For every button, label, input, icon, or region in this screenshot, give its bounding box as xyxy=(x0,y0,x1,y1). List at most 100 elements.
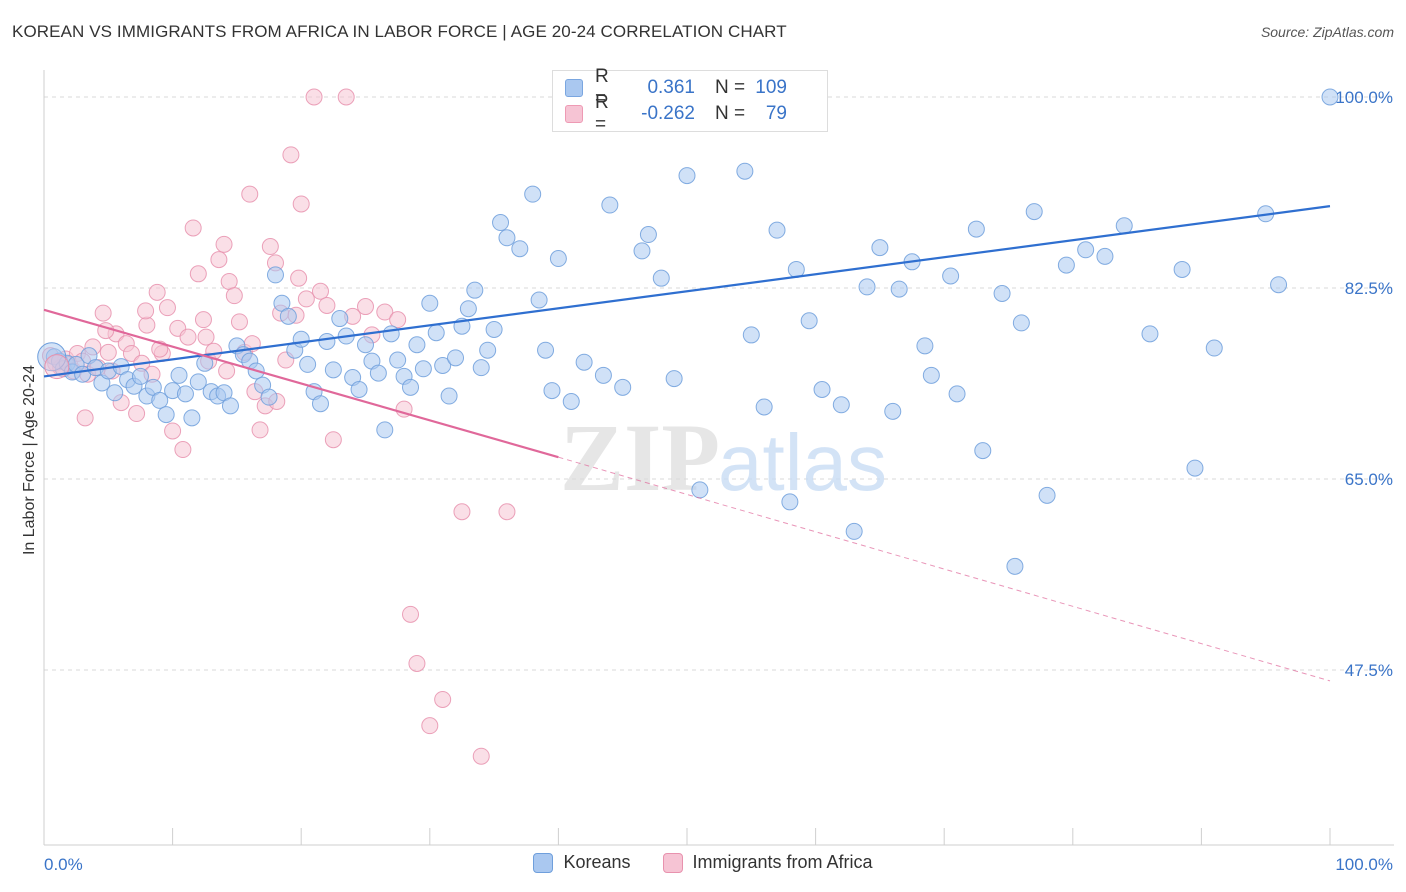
data-point xyxy=(601,196,619,214)
data-point xyxy=(220,272,238,290)
data-point xyxy=(614,378,632,396)
stats-row-africa: R = -0.262 N = 79 xyxy=(565,92,787,135)
data-point xyxy=(447,349,465,367)
data-point xyxy=(421,294,439,312)
data-point xyxy=(176,385,194,403)
legend-label-koreans: Koreans xyxy=(563,852,631,872)
data-point xyxy=(472,747,490,765)
data-point xyxy=(922,366,940,384)
data-point xyxy=(993,284,1011,302)
data-point xyxy=(299,355,317,373)
data-point xyxy=(230,313,248,331)
n-value: 109 xyxy=(755,77,787,98)
data-point xyxy=(225,287,243,305)
data-point xyxy=(389,351,407,369)
chart-title: KOREAN VS IMMIGRANTS FROM AFRICA IN LABO… xyxy=(12,22,787,41)
data-point xyxy=(324,431,342,449)
data-point xyxy=(858,278,876,296)
data-point xyxy=(158,299,176,317)
data-point xyxy=(324,361,342,379)
data-point xyxy=(318,296,336,314)
data-point xyxy=(318,332,336,350)
data-point xyxy=(137,302,155,320)
data-point xyxy=(197,328,215,346)
data-point xyxy=(1321,88,1339,106)
data-point xyxy=(736,162,754,180)
y-tick-label: 47.5% xyxy=(1345,661,1393,680)
data-point xyxy=(1025,203,1043,221)
data-point xyxy=(549,250,567,268)
data-point xyxy=(1173,260,1191,278)
legend-item-africa[interactable]: Immigrants from Africa xyxy=(662,852,873,873)
data-point xyxy=(871,239,889,257)
data-point xyxy=(479,341,497,359)
data-point xyxy=(543,382,561,400)
r-label: R = xyxy=(595,66,609,109)
data-point xyxy=(408,336,426,354)
data-point xyxy=(183,409,201,427)
tick-labels: 47.5% 65.0% 82.5% 100.0% 0.0% 100.0% xyxy=(44,88,1393,874)
data-point xyxy=(434,690,452,708)
data-point xyxy=(350,381,368,399)
data-point xyxy=(916,337,934,355)
stats-row-koreans: R = 0.361 N = 109 xyxy=(565,66,787,109)
data-point xyxy=(282,146,300,164)
data-point xyxy=(292,330,310,348)
data-point xyxy=(184,219,202,237)
data-point xyxy=(99,343,117,361)
data-point xyxy=(408,654,426,672)
data-point xyxy=(1270,276,1288,294)
n-label: N = xyxy=(715,103,746,124)
watermark-atlas: atlas xyxy=(718,418,887,507)
x-tick-label: 0.0% xyxy=(44,855,83,874)
data-point xyxy=(530,291,548,309)
data-point xyxy=(94,304,112,322)
data-point xyxy=(498,229,516,247)
data-point xyxy=(466,281,484,299)
watermark: ZIP atlas xyxy=(560,404,887,511)
x-tick-label: 100.0% xyxy=(1335,855,1393,874)
data-point xyxy=(1186,459,1204,477)
data-point xyxy=(189,265,207,283)
data-point xyxy=(189,373,207,391)
data-point xyxy=(261,238,279,256)
data-point xyxy=(170,366,188,384)
data-point xyxy=(357,336,374,354)
data-point xyxy=(1012,314,1030,332)
data-point xyxy=(157,406,175,424)
data-point xyxy=(44,354,70,380)
data-point xyxy=(260,388,278,406)
data-point xyxy=(331,310,349,328)
data-point xyxy=(369,364,387,382)
data-point xyxy=(164,422,182,440)
data-point xyxy=(511,240,529,258)
y-tick-label: 82.5% xyxy=(1345,279,1393,298)
data-point xyxy=(337,88,355,106)
africa-swatch xyxy=(565,105,583,123)
legend-item-koreans[interactable]: Koreans xyxy=(533,852,631,873)
data-point xyxy=(106,384,124,402)
data-point xyxy=(639,226,657,244)
data-point xyxy=(498,503,516,521)
data-point xyxy=(665,370,683,388)
data-point xyxy=(594,366,612,384)
data-point xyxy=(279,307,297,325)
data-point xyxy=(148,283,166,301)
data-point xyxy=(1115,217,1133,235)
data-point xyxy=(800,312,818,330)
data-point xyxy=(221,397,239,415)
data-point xyxy=(755,398,773,416)
data-point xyxy=(633,242,651,260)
data-point xyxy=(967,220,985,238)
data-point xyxy=(194,311,212,329)
chart-source: Source: ZipAtlas.com xyxy=(1260,24,1394,40)
data-point xyxy=(884,402,902,420)
data-point xyxy=(414,360,432,378)
r-label: R = xyxy=(595,92,609,135)
data-point xyxy=(1077,241,1095,259)
data-point xyxy=(890,280,908,298)
data-point xyxy=(376,421,394,439)
data-point xyxy=(948,385,966,403)
data-points xyxy=(37,88,1339,765)
trend-lines xyxy=(43,205,1331,682)
